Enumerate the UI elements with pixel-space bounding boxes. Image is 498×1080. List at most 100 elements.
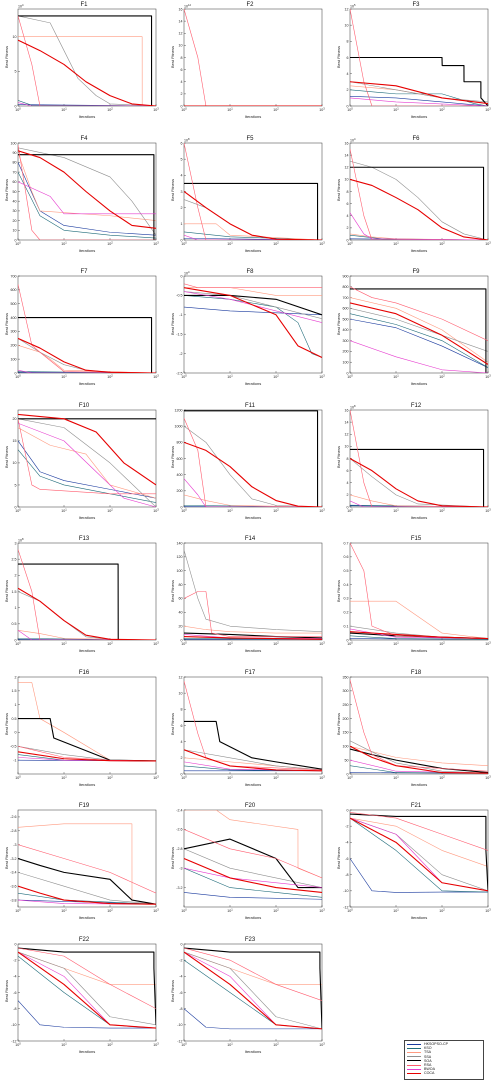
x-tick-label: 101 [61,774,67,780]
y-tick-label: 140 [177,541,183,545]
legend-swatch [407,1052,421,1053]
y-tick-label: 3 [181,189,183,193]
y-tick-label: 50 [13,189,17,193]
x-tick-label: 102 [273,374,279,380]
x-tick-label: 101 [227,507,233,513]
y-tick-label: 900 [343,274,349,278]
y-tick-label: -2.4 [176,808,182,812]
x-tick-label: 101 [61,240,67,246]
y-tick-label: 5 [181,157,183,161]
y-tick-label: 10 [13,461,17,465]
y-tick-label: 15 [13,439,17,443]
x-tick-label: 100 [15,908,21,914]
y-tick-label: 800 [177,440,183,444]
y-tick-label: -6 [345,857,348,861]
y-tick-label: -2 [179,352,182,356]
y-tick-label: -4 [13,974,16,978]
y-tick-label: 0.5 [12,622,17,626]
x-tick-label: 101 [393,374,399,380]
x-tick-label: 102 [439,240,445,246]
y-tick-label: 90 [13,151,17,155]
x-tick-label: 102 [273,774,279,780]
x-tick-label: 102 [439,641,445,647]
x-tick-label: 100 [15,1041,21,1047]
x-tick-label: 102 [107,641,113,647]
y-tick-label: 4 [181,173,183,177]
y-tick-label: 800 [343,285,349,289]
x-tick-label: 103 [319,1041,325,1047]
x-tick-label: 102 [439,774,445,780]
x-tick-label: 101 [393,240,399,246]
x-tick-label: 101 [393,107,399,113]
y-tick-label: 0.5 [12,716,17,720]
y-tick-label: -0.5 [176,294,182,298]
x-tick-label: 103 [485,240,491,246]
y-tick-label: 14 [179,19,183,23]
y-tick-label: 0.1 [344,624,349,628]
x-tick-label: 101 [227,1041,233,1047]
x-tick-label: 100 [181,1041,187,1047]
x-tick-label: 100 [15,507,21,513]
x-tick-label: 101 [393,507,399,513]
y-tick-label: 0 [15,942,17,946]
x-tick-label: 101 [227,107,233,113]
x-tick-label: 100 [15,240,21,246]
y-tick-label: 10 [345,177,349,181]
y-tick-label: 100 [177,569,183,573]
y-tick-label: -10 [11,1023,16,1027]
y-tick-label: 600 [11,288,17,292]
y-tick-label: 8 [347,456,349,460]
y-tick-label: 4 [347,214,349,218]
y-tick-label: 6 [347,468,349,472]
y-tick-label: -10 [343,889,348,893]
y-tick-label: 60 [13,180,17,184]
x-tick-label: 103 [485,374,491,380]
x-tick-label: 100 [15,774,21,780]
y-tick-label: 0.4 [344,583,349,587]
y-tick-label: 6 [181,68,183,72]
axes-frame [184,276,322,373]
y-tick-label: -2.8 [10,829,16,833]
y-tick-label: 2 [347,493,349,497]
x-tick-label: 102 [107,107,113,113]
y-tick-label: 20 [13,218,17,222]
x-tick-label: 101 [227,240,233,246]
y-tick-label: 1 [181,222,183,226]
y-tick-label: 400 [343,328,349,332]
y-tick-label: 16 [345,141,349,145]
legend: HKSOPSO-CP KSO TSA SSA SOA RSA BWOA COCA [404,1040,484,1080]
y-tick-label: -3.2 [10,857,16,861]
y-tick-label: 700 [343,296,349,300]
y-tick-label: 6 [181,723,183,727]
y-tick-label: 5 [15,483,17,487]
y-tick-label: 100 [343,744,349,748]
axes-frame [18,543,156,640]
y-tick-label: 300 [11,330,17,334]
y-tick-label: -1.5 [176,333,182,337]
x-tick-label: 100 [181,507,187,513]
x-tick-label: 103 [153,908,159,914]
y-tick-label: 400 [177,472,183,476]
y-tick-label: 150 [343,730,349,734]
x-tick-label: 102 [439,107,445,113]
y-tick-label: 300 [343,339,349,343]
